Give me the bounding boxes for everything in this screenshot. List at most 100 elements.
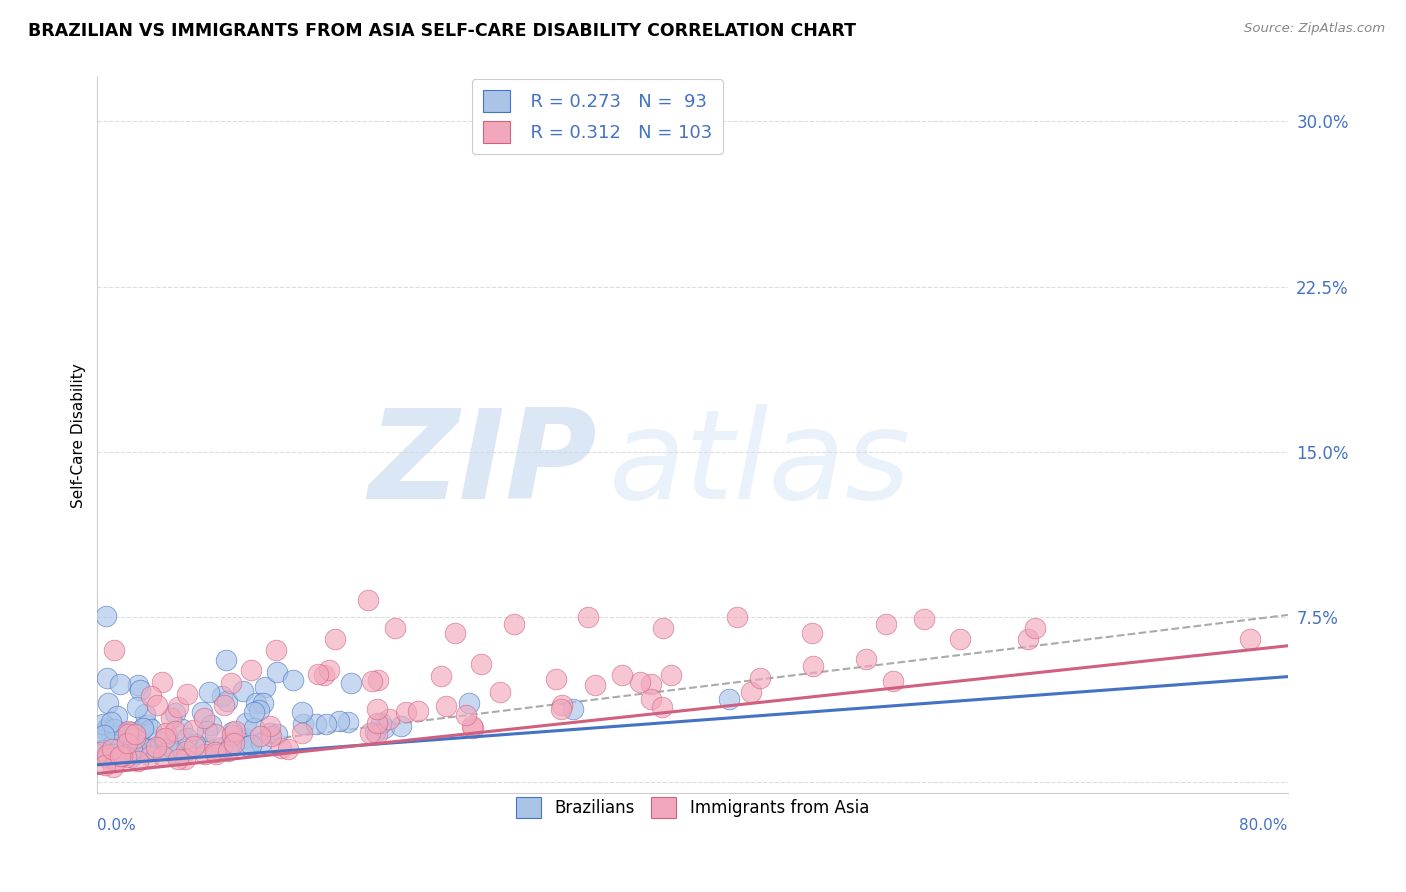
Point: [359, 726, 381, 740]
Point: [270, 741, 292, 756]
Point: [110, 748, 132, 763]
Point: [91, 717, 114, 731]
Point: [610, 668, 633, 682]
Point: [443, 625, 465, 640]
Point: [117, 724, 139, 739]
Point: [120, 742, 142, 756]
Point: [651, 700, 673, 714]
Point: [800, 625, 823, 640]
Point: [125, 699, 148, 714]
Point: [283, 673, 305, 687]
Point: [205, 747, 228, 761]
Point: [165, 706, 187, 721]
Point: [211, 739, 233, 754]
Point: [740, 685, 762, 699]
Point: [112, 740, 135, 755]
Point: [489, 685, 512, 699]
Point: [315, 717, 337, 731]
Point: [215, 653, 238, 667]
Point: [370, 716, 392, 731]
Point: [146, 698, 169, 713]
Point: [725, 610, 748, 624]
Point: [163, 746, 186, 760]
Point: [340, 676, 363, 690]
Point: [153, 731, 176, 746]
Point: [108, 748, 131, 763]
Point: [89, 732, 111, 747]
Point: [89, 745, 111, 759]
Point: [219, 676, 242, 690]
Point: [503, 616, 526, 631]
Point: [108, 677, 131, 691]
Point: [200, 718, 222, 732]
Point: [366, 727, 388, 741]
Point: [167, 700, 190, 714]
Point: [101, 759, 124, 773]
Y-axis label: Self-Care Disability: Self-Care Disability: [72, 363, 86, 508]
Point: [155, 726, 177, 740]
Point: [173, 752, 195, 766]
Point: [364, 725, 387, 739]
Point: [384, 621, 406, 635]
Point: [292, 717, 315, 731]
Point: [337, 715, 360, 730]
Point: [204, 745, 226, 759]
Point: [266, 727, 288, 741]
Point: [167, 743, 190, 757]
Point: [153, 731, 176, 746]
Point: [167, 752, 190, 766]
Point: [156, 742, 179, 756]
Point: [184, 737, 207, 751]
Point: [145, 739, 167, 754]
Point: [94, 609, 117, 624]
Point: [94, 757, 117, 772]
Point: [128, 738, 150, 752]
Point: [97, 750, 120, 764]
Point: [240, 739, 263, 753]
Point: [367, 673, 389, 688]
Point: [150, 675, 173, 690]
Point: [949, 632, 972, 647]
Point: [551, 698, 574, 712]
Point: [124, 729, 146, 743]
Point: [132, 722, 155, 736]
Point: [96, 721, 118, 735]
Point: [94, 723, 117, 737]
Point: [124, 731, 146, 746]
Point: [211, 689, 233, 703]
Point: [252, 697, 274, 711]
Point: [912, 612, 935, 626]
Text: 0.0%: 0.0%: [97, 819, 136, 833]
Point: [91, 743, 114, 757]
Point: [461, 719, 484, 733]
Point: [366, 702, 388, 716]
Point: [305, 717, 328, 731]
Point: [160, 739, 183, 754]
Point: [357, 592, 380, 607]
Point: [640, 676, 662, 690]
Point: [882, 673, 904, 688]
Point: [260, 729, 283, 743]
Point: [366, 716, 388, 731]
Point: [120, 749, 142, 764]
Point: [277, 742, 299, 756]
Point: [101, 742, 124, 756]
Point: [640, 691, 662, 706]
Point: [181, 723, 204, 737]
Point: [434, 698, 457, 713]
Point: [193, 711, 215, 725]
Point: [139, 749, 162, 764]
Point: [259, 719, 281, 733]
Point: [141, 744, 163, 758]
Point: [651, 621, 673, 635]
Point: [124, 747, 146, 761]
Point: [266, 665, 288, 679]
Point: [105, 755, 128, 769]
Point: [176, 731, 198, 746]
Point: [463, 721, 485, 735]
Point: [191, 706, 214, 720]
Point: [628, 674, 651, 689]
Point: [259, 726, 281, 740]
Point: [114, 725, 136, 739]
Point: [583, 678, 606, 692]
